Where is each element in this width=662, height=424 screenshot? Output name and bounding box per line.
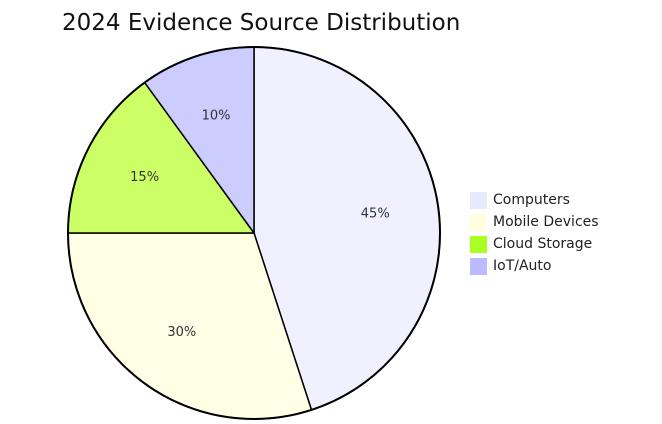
legend-item-mobile-devices: Mobile Devices — [470, 211, 599, 233]
legend: Computers Mobile Devices Cloud Storage I… — [470, 189, 599, 277]
legend-swatch-iot-auto — [470, 257, 487, 275]
legend-label-cloud-storage: Cloud Storage — [493, 236, 593, 252]
legend-label-mobile-devices: Mobile Devices — [493, 214, 599, 230]
pie-slice-labels: 45% 30% 15% 10% — [130, 109, 390, 340]
legend-item-computers: Computers — [470, 189, 599, 211]
legend-item-iot-auto: IoT/Auto — [470, 255, 599, 277]
legend-label-iot-auto: IoT/Auto — [493, 258, 552, 274]
pie-outline — [67, 46, 441, 420]
legend-label-computers: Computers — [493, 192, 570, 208]
slice-label-cloud-storage: 15% — [130, 170, 159, 185]
pie-slices — [67, 46, 441, 420]
slice-label-mobile-devices: 30% — [167, 325, 196, 340]
slice-label-iot-auto: 10% — [202, 109, 231, 124]
legend-swatch-mobile-devices — [470, 213, 487, 231]
legend-swatch-computers — [470, 191, 487, 209]
slice-label-computers: 45% — [361, 206, 390, 221]
chart-title: 2024 Evidence Source Distribution — [62, 10, 461, 36]
legend-swatch-cloud-storage — [470, 235, 487, 253]
legend-item-cloud-storage: Cloud Storage — [470, 233, 599, 255]
